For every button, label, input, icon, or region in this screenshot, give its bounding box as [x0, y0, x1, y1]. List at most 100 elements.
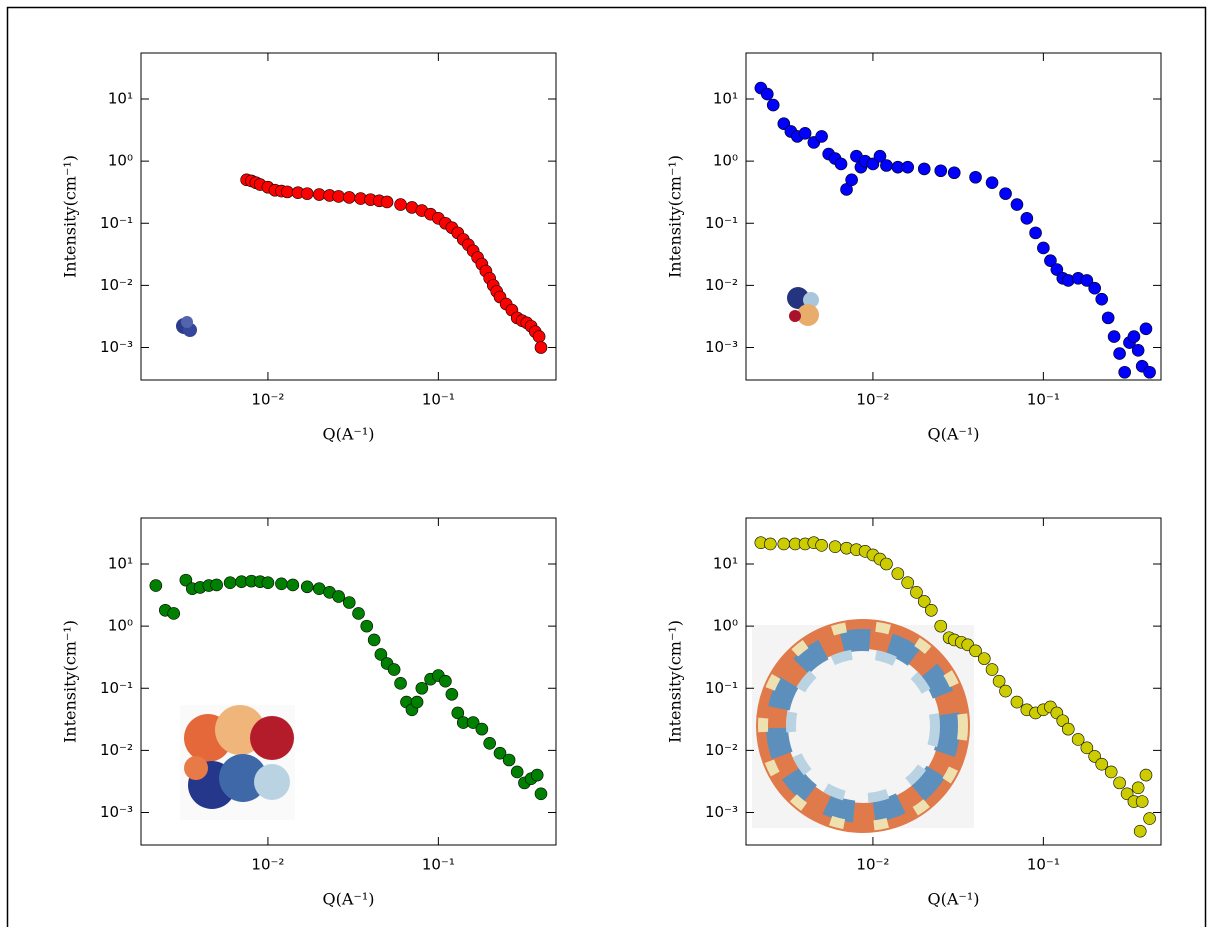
y-tick-label: 10⁻²	[705, 276, 738, 294]
plot-area	[754, 81, 1156, 379]
point	[1080, 274, 1094, 287]
point	[777, 537, 791, 551]
point	[1113, 776, 1126, 790]
point	[360, 619, 374, 633]
y-tick-label: 10⁻³	[100, 803, 133, 821]
point	[1080, 741, 1094, 755]
point	[1010, 695, 1024, 709]
x-tick-label: 10⁻²	[856, 856, 889, 874]
point	[167, 607, 181, 620]
x-axis-label: Q(A⁻¹)	[927, 425, 979, 444]
point	[891, 567, 905, 580]
panel: 10⁻³ 10⁻² 10⁻¹ 10⁰ 10¹ 10⁻² 10⁻¹ Q(A⁻¹) Intensit…	[666, 517, 1162, 909]
panel: 10⁻³ 10⁻² 10⁻¹ 10⁰ 10¹ 10⁻² 10⁻¹ Q(A⁻¹) Intensit…	[61, 52, 557, 444]
point	[815, 538, 828, 552]
point	[332, 190, 345, 203]
point	[828, 540, 842, 553]
point	[367, 633, 381, 647]
point	[1133, 824, 1147, 838]
point	[934, 619, 948, 633]
point	[1113, 347, 1126, 360]
point	[910, 586, 923, 599]
point	[985, 663, 999, 676]
point	[1104, 765, 1118, 779]
point	[532, 330, 546, 343]
point	[969, 644, 982, 658]
point	[300, 580, 314, 594]
panel: 10⁻³ 10⁻² 10⁻¹ 10⁰ 10¹ 10⁻² 10⁻¹ Q(A⁻¹) Intensit…	[666, 52, 1162, 444]
x-tick-label: 10⁻²	[856, 391, 889, 409]
point	[286, 578, 300, 592]
y-tick-label: 10¹	[108, 554, 133, 572]
axes-frame	[745, 517, 1162, 846]
y-axis-label: Intensity(cm⁻¹)	[61, 155, 80, 278]
y-tick-label: 10⁰	[713, 152, 738, 170]
point	[798, 127, 812, 140]
point	[845, 173, 858, 187]
plot-area	[240, 173, 548, 354]
point	[179, 573, 193, 587]
point	[374, 648, 388, 661]
point	[985, 176, 999, 189]
plot-area	[149, 573, 548, 801]
x-tick-label: 10⁻²	[251, 391, 284, 409]
point	[901, 576, 915, 590]
point	[451, 706, 465, 720]
point	[1010, 198, 1024, 211]
axes-frame	[140, 517, 557, 846]
point	[999, 684, 1012, 698]
point	[917, 595, 931, 608]
point	[394, 198, 407, 211]
y-tick-label: 10⁻¹	[100, 679, 133, 697]
point	[510, 765, 524, 779]
point	[1029, 226, 1042, 240]
y-tick-label: 10⁰	[108, 617, 133, 635]
point	[300, 187, 314, 200]
point	[502, 753, 516, 767]
point	[1127, 330, 1141, 343]
structure-image	[752, 619, 974, 833]
x-axis-label: Q(A⁻¹)	[322, 890, 374, 909]
point	[394, 677, 407, 690]
axes-frame	[745, 52, 1162, 381]
point	[977, 652, 991, 665]
point	[466, 716, 480, 729]
point	[210, 578, 223, 592]
point	[342, 191, 356, 204]
point	[415, 681, 429, 695]
point	[917, 162, 931, 176]
y-tick-label: 10⁻³	[100, 338, 133, 356]
point	[873, 149, 887, 163]
x-axis-label: Q(A⁻¹)	[927, 890, 979, 909]
point	[1118, 365, 1131, 379]
y-axis-label: Intensity(cm⁻¹)	[666, 620, 685, 743]
point	[901, 160, 915, 174]
y-tick-label: 10⁻¹	[705, 214, 738, 232]
point	[947, 166, 961, 180]
point	[352, 607, 365, 620]
y-tick-label: 10⁻²	[100, 276, 133, 294]
point	[380, 195, 394, 209]
y-tick-label: 10⁻³	[705, 803, 738, 821]
x-tick-label: 10⁻¹	[422, 391, 455, 409]
point	[275, 577, 288, 591]
point	[534, 341, 548, 354]
x-tick-label: 10⁻¹	[1027, 856, 1060, 874]
y-tick-label: 10⁰	[713, 617, 738, 635]
y-tick-label: 10⁻¹	[705, 679, 738, 697]
point	[1061, 722, 1075, 736]
point	[760, 87, 774, 101]
panel: 10⁻³ 10⁻² 10⁻¹ 10⁰ 10¹ 10⁻² 10⁻¹ Q(A⁻¹) Intensit…	[61, 517, 557, 909]
structure-image	[787, 287, 819, 326]
y-tick-label: 10¹	[713, 89, 738, 107]
axes-frame	[140, 52, 557, 381]
x-tick-label: 10⁻¹	[422, 856, 455, 874]
point	[1101, 311, 1115, 325]
y-tick-label: 10⁻³	[705, 338, 738, 356]
y-tick-label: 10⁰	[108, 152, 133, 170]
point	[149, 579, 163, 592]
point	[1131, 781, 1145, 795]
y-axis-label: Intensity(cm⁻¹)	[61, 620, 80, 743]
point	[815, 130, 828, 143]
